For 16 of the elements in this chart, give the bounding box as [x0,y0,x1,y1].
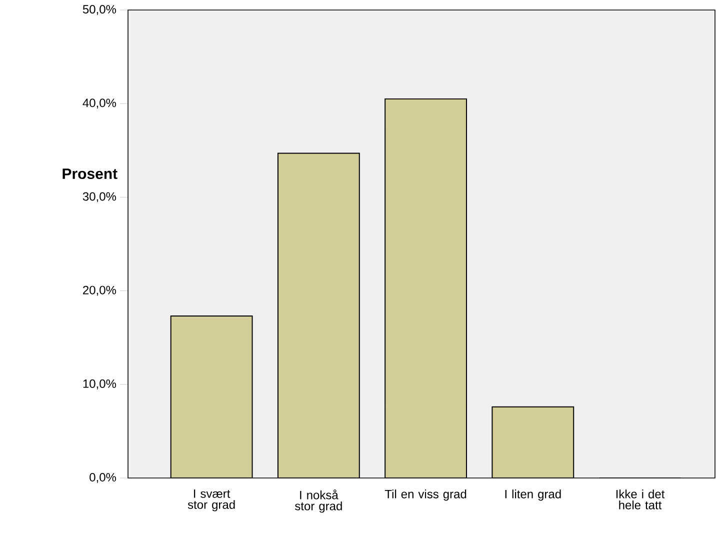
x-tick-label: Til en viss grad [384,490,466,501]
x-tick-label: Ikke i det hele tatt [616,490,665,510]
y-tick-label: 10,0% [83,379,116,390]
y-axis-title: Prosent [62,168,118,180]
x-tick-label: I liten grad [505,490,561,501]
y-tick-label: 0,0% [90,473,116,483]
bar [278,153,360,478]
y-tick-label: 40,0% [82,98,116,109]
x-tick-label: I nokså stor grad [294,490,342,513]
y-tick-label: 20,0% [83,286,116,296]
y-tick-label: 50,0% [82,5,116,15]
bar [385,98,466,478]
x-tick-label: I svært stor grad [188,490,235,512]
bar [170,316,252,478]
bar [492,406,574,478]
y-tick-label: 30,0% [82,192,116,202]
